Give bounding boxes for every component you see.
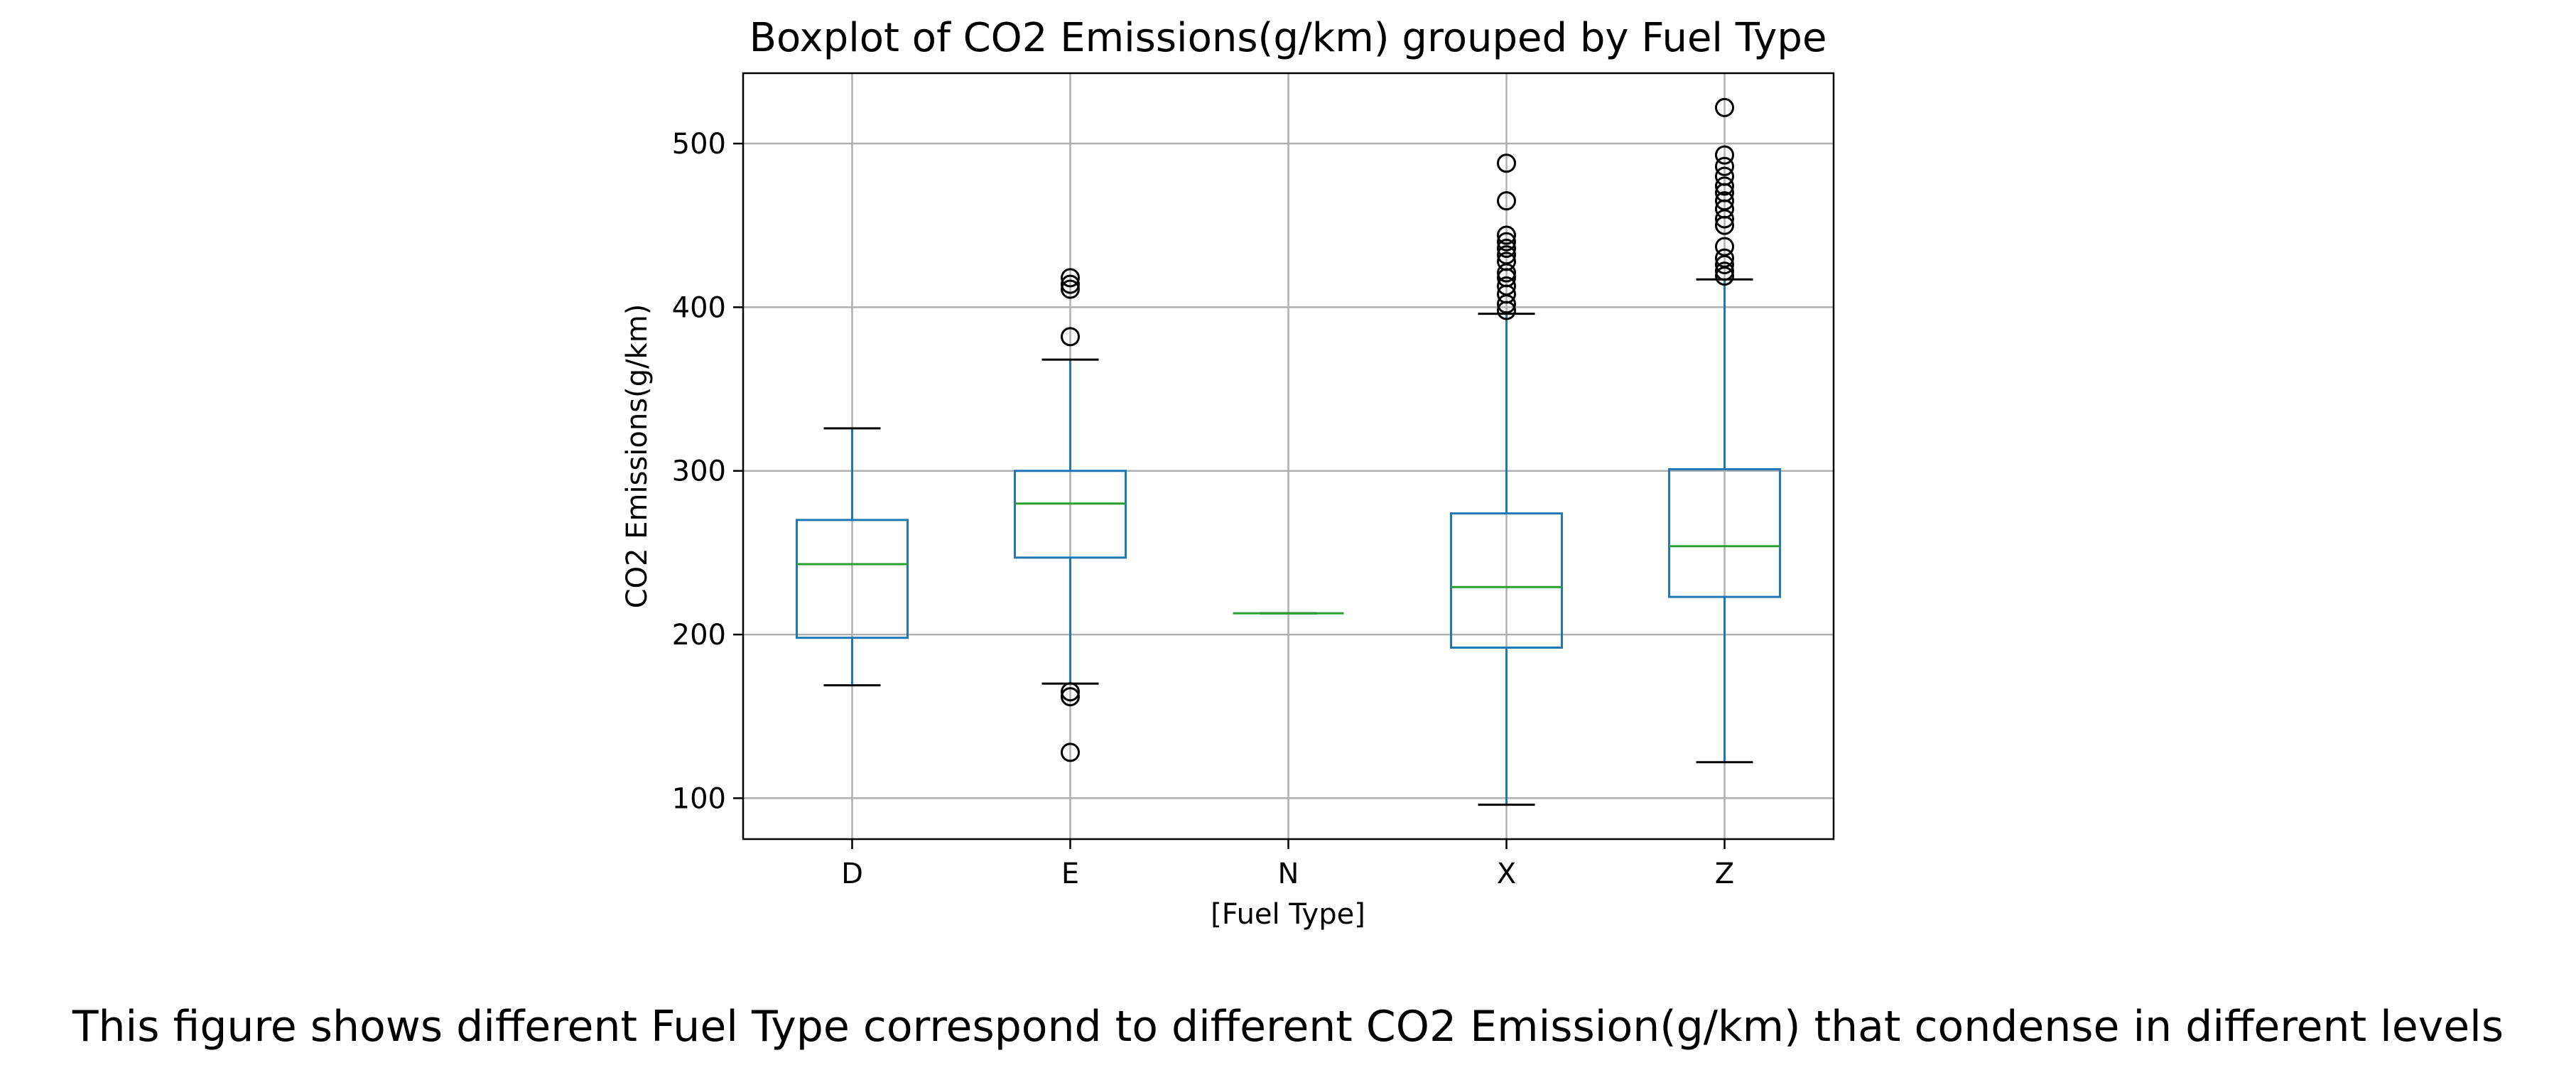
outlier-point — [1497, 225, 1516, 245]
ticks-layer: 100 200 300 400 500 D E N X Z — [672, 128, 1735, 890]
outlier-point — [1061, 682, 1080, 702]
x-tick-label: N — [1278, 858, 1299, 890]
x-tick-label: E — [1061, 858, 1079, 890]
y-tick-label: 400 — [672, 291, 726, 324]
outlier-point — [1061, 327, 1080, 347]
grid-lines — [743, 73, 1834, 839]
iqr-box — [1450, 512, 1563, 649]
y-axis-label: CO2 Emissions(g/km) — [621, 304, 654, 609]
outlier-point — [1497, 276, 1516, 296]
iqr-box — [1014, 470, 1127, 559]
y-tick-label: 300 — [672, 455, 726, 488]
y-tick-label: 100 — [672, 782, 726, 815]
outlier-point — [1715, 191, 1734, 211]
outlier-point — [1715, 248, 1734, 268]
outlier-point — [1497, 153, 1516, 173]
outlier-point — [1715, 156, 1734, 176]
outlier-point — [1061, 279, 1080, 299]
outlier-point — [1497, 191, 1516, 211]
outlier-point — [1061, 687, 1080, 707]
iqr-box — [1668, 468, 1781, 598]
x-tick-label: X — [1497, 858, 1516, 890]
outlier-point — [1715, 261, 1734, 281]
outlier-point — [1497, 238, 1516, 258]
outlier-point — [1715, 97, 1734, 117]
figure-caption: This figure shows different Fuel Type co… — [72, 1002, 2504, 1052]
outlier-point — [1715, 145, 1734, 165]
x-tick-label: Z — [1715, 858, 1734, 890]
outlier-point — [1715, 166, 1734, 186]
boxes-layer — [796, 97, 1781, 806]
outlier-point — [1497, 232, 1516, 252]
outlier-point — [1061, 742, 1080, 762]
outlier-point — [1715, 237, 1734, 256]
outlier-point — [1061, 268, 1080, 288]
box-X — [1450, 153, 1563, 806]
y-tick-label: 500 — [672, 128, 726, 161]
box-E — [1014, 268, 1127, 762]
y-tick-label: 200 — [672, 619, 726, 652]
chart-title: Boxplot of CO2 Emissions(g/km) grouped b… — [749, 15, 1827, 61]
x-tick-label: D — [841, 858, 863, 890]
iqr-box — [796, 519, 909, 639]
outlier-point — [1497, 252, 1516, 271]
box-D — [796, 427, 909, 686]
x-axis-label: [Fuel Type] — [1211, 898, 1365, 931]
outlier-point — [1715, 176, 1734, 196]
box-Z — [1668, 97, 1781, 764]
outlier-point — [1061, 274, 1080, 294]
outlier-point — [1497, 245, 1516, 265]
